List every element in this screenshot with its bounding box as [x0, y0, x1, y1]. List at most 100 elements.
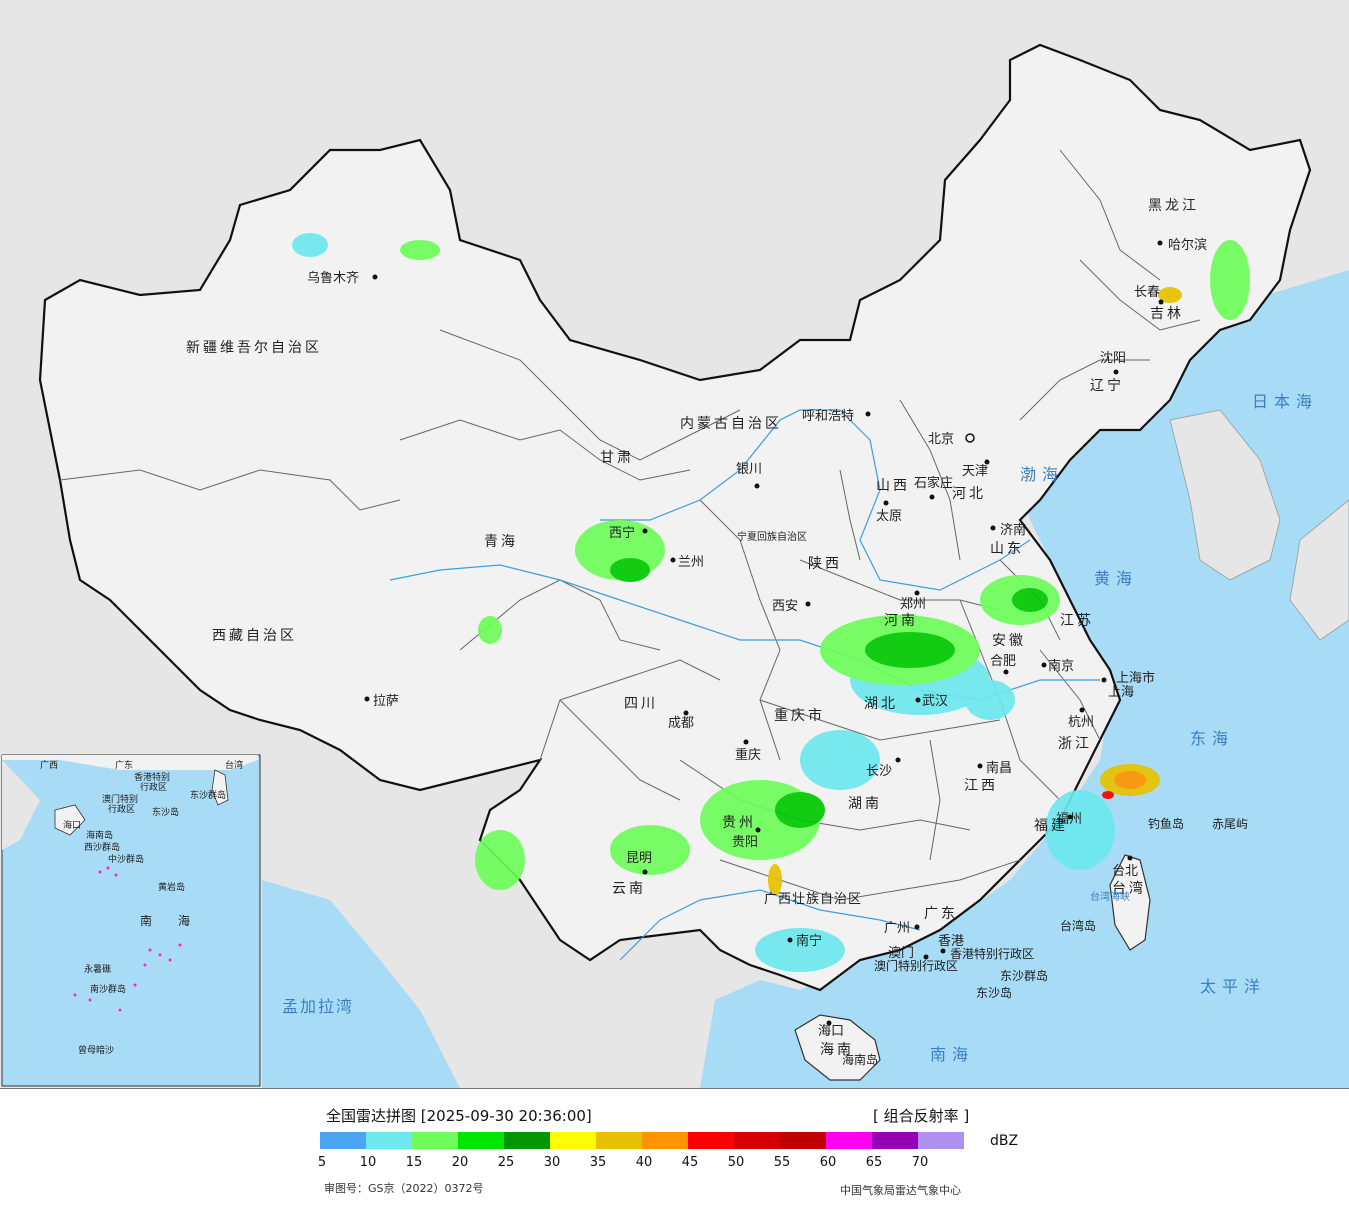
inset-xisha: 西沙群岛 — [84, 841, 120, 853]
city-wuhan: 武汉 — [922, 694, 948, 709]
inset-macao-sar: 行政区 — [108, 803, 135, 815]
sea-nanhai: 南海 — [930, 1045, 974, 1064]
legend-panel: 全国雷达拼图 [2025-09-30 20:36:00] [ 组合反射率 ] d… — [0, 1088, 1349, 1209]
label-shanghai: 上海市 — [1116, 670, 1155, 686]
city-chongqing: 重庆 — [735, 747, 761, 763]
inset-guangdong: 广东 — [115, 759, 133, 771]
city-beijing: 北京 — [928, 432, 954, 447]
label-hk-sar: 香港特别行政区 — [950, 946, 1034, 961]
legend-tick-label: 65 — [865, 1155, 883, 1170]
legend-tick-label: 20 — [451, 1155, 469, 1170]
label-hebei: 河北 — [952, 486, 986, 502]
inset-dongsha-dao: 东沙岛 — [152, 806, 179, 818]
inset-zhongsha: 中沙群岛 — [108, 853, 144, 865]
label-zhejiang: 浙江 — [1058, 736, 1092, 752]
bengal-sea — [262, 880, 460, 1088]
label-xizang: 西藏自治区 — [212, 628, 297, 644]
inset-guangxi: 广西 — [40, 759, 58, 771]
inset-hk: 香港特别 — [134, 771, 170, 783]
city-yinchuan: 银川 — [736, 462, 762, 477]
label-jilin: 吉林 — [1150, 306, 1184, 322]
sea-bengal: 孟加拉湾 — [282, 997, 354, 1016]
label-hainan-dao: 海南岛 — [842, 1052, 878, 1067]
label-chongqing: 重庆市 — [774, 707, 825, 724]
label-dongsha: 东沙群岛 — [1000, 968, 1048, 983]
legend-tick-label: 45 — [681, 1155, 699, 1170]
legend-swatch-60 — [826, 1132, 872, 1149]
legend-swatch-10 — [366, 1132, 412, 1149]
city-changchun: 长春 — [1134, 285, 1160, 300]
city-chengdu: 成都 — [668, 716, 694, 731]
city-harbin: 哈尔滨 — [1168, 237, 1207, 253]
label-taiwan: 台湾 — [1112, 880, 1146, 897]
korea-peninsula — [1169, 409, 1281, 581]
china-mainland — [38, 43, 1312, 992]
inset-zengmu: 曾母暗沙 — [78, 1044, 114, 1056]
city-hefei: 合肥 — [990, 654, 1016, 669]
japan — [1289, 499, 1349, 641]
label-neimenggu: 内蒙古自治区 — [680, 416, 782, 432]
legend-swatch-45 — [688, 1132, 734, 1149]
label-shanxi: 山西 — [876, 478, 910, 494]
label-qinghai: 青海 — [484, 534, 518, 550]
city-taiyuan: 太原 — [876, 509, 902, 524]
label-anhui: 安徽 — [992, 633, 1026, 649]
label-jiangxi: 江西 — [964, 778, 998, 794]
legend-swatch-15 — [412, 1132, 458, 1149]
label-hunan: 湖南 — [848, 796, 882, 812]
city-changsha: 长沙 — [866, 764, 892, 779]
city-nanning: 南宁 — [796, 933, 822, 949]
city-labels: 乌鲁木齐 拉萨 西宁 兰州 银川 呼和浩特 西安 成都 重庆 昆明 贵阳 南宁 … — [307, 237, 1207, 1039]
label-sichuan: 四川 — [624, 696, 658, 712]
city-macao: 澳门 — [888, 945, 914, 961]
legend-swatch-50 — [734, 1132, 780, 1149]
inset-hk-sar: 行政区 — [140, 781, 167, 793]
label-chiwei: 赤尾屿 — [1212, 817, 1248, 831]
sea-donghai: 东海 — [1190, 729, 1234, 748]
city-urumqi: 乌鲁木齐 — [307, 270, 359, 286]
inset-hainan-dao: 海南岛 — [86, 829, 113, 841]
legend-tick-label: 25 — [497, 1155, 515, 1170]
label-taiwan-dao: 台湾岛 — [1060, 918, 1096, 933]
legend-swatch-25 — [504, 1132, 550, 1149]
legend-swatch-35 — [596, 1132, 642, 1149]
sea-japan: 日本海 — [1252, 392, 1318, 411]
province-borders — [59, 149, 1201, 901]
city-guiyang: 贵阳 — [732, 835, 758, 850]
inset-dongsha: 东沙群岛 — [190, 789, 226, 801]
inset-yongshu: 永暑礁 — [84, 963, 111, 975]
special-labels: 香港特别行政区 澳门特别行政区 东沙群岛 东沙岛 钓鱼岛 赤尾屿 台湾岛 海南岛 — [842, 816, 1248, 1067]
label-yunnan: 云南 — [612, 881, 646, 897]
city-xian: 西安 — [772, 599, 798, 614]
city-shenyang: 沈阳 — [1100, 351, 1126, 366]
legend-tick-label: 5 — [317, 1155, 327, 1170]
legend-tick-label: 30 — [543, 1155, 561, 1170]
label-guangdong: 广东 — [924, 906, 958, 922]
radar-map: 新疆维吾尔自治区 西藏自治区 青海 甘肃 内蒙古自治区 四川 云南 贵州 重庆市… — [0, 0, 1349, 1088]
legend-tick-label: 10 — [359, 1155, 377, 1170]
label-fujian: 福建 — [1034, 818, 1068, 834]
legend-unit: dBZ — [990, 1133, 1019, 1149]
hainan-island — [794, 1014, 881, 1081]
city-fuzhou: 福州 — [1056, 812, 1082, 827]
radar-echoes — [292, 233, 1250, 972]
sea-bohai: 渤海 — [1020, 465, 1064, 484]
city-taipei: 台北 — [1112, 864, 1138, 879]
south-china-sea-inset — [1, 754, 261, 1087]
legend-tick-label: 55 — [773, 1155, 791, 1170]
radar-map-canvas: 新疆维吾尔自治区 西藏自治区 青海 甘肃 内蒙古自治区 四川 云南 贵州 重庆市… — [0, 0, 1349, 1088]
label-shaanxi: 陕西 — [808, 556, 842, 572]
city-zhengzhou: 郑州 — [900, 597, 926, 612]
province-labels: 新疆维吾尔自治区 西藏自治区 青海 甘肃 内蒙古自治区 四川 云南 贵州 重庆市… — [186, 198, 1196, 1058]
city-lhasa: 拉萨 — [373, 694, 399, 709]
city-lanzhou: 兰州 — [678, 555, 704, 570]
legend-product: [ 组合反射率 ] — [873, 1107, 970, 1125]
sea-pacific: 太平洋 — [1200, 977, 1266, 996]
inset-taiwan: 台湾 — [225, 759, 243, 771]
label-henan: 河南 — [884, 613, 918, 629]
city-hangzhou: 杭州 — [1068, 715, 1094, 730]
city-guangzhou: 广州 — [884, 921, 910, 936]
label-diaoyu: 钓鱼岛 — [1148, 816, 1184, 831]
label-hubei: 湖北 — [864, 696, 898, 712]
city-haikou: 海口 — [818, 1024, 844, 1039]
